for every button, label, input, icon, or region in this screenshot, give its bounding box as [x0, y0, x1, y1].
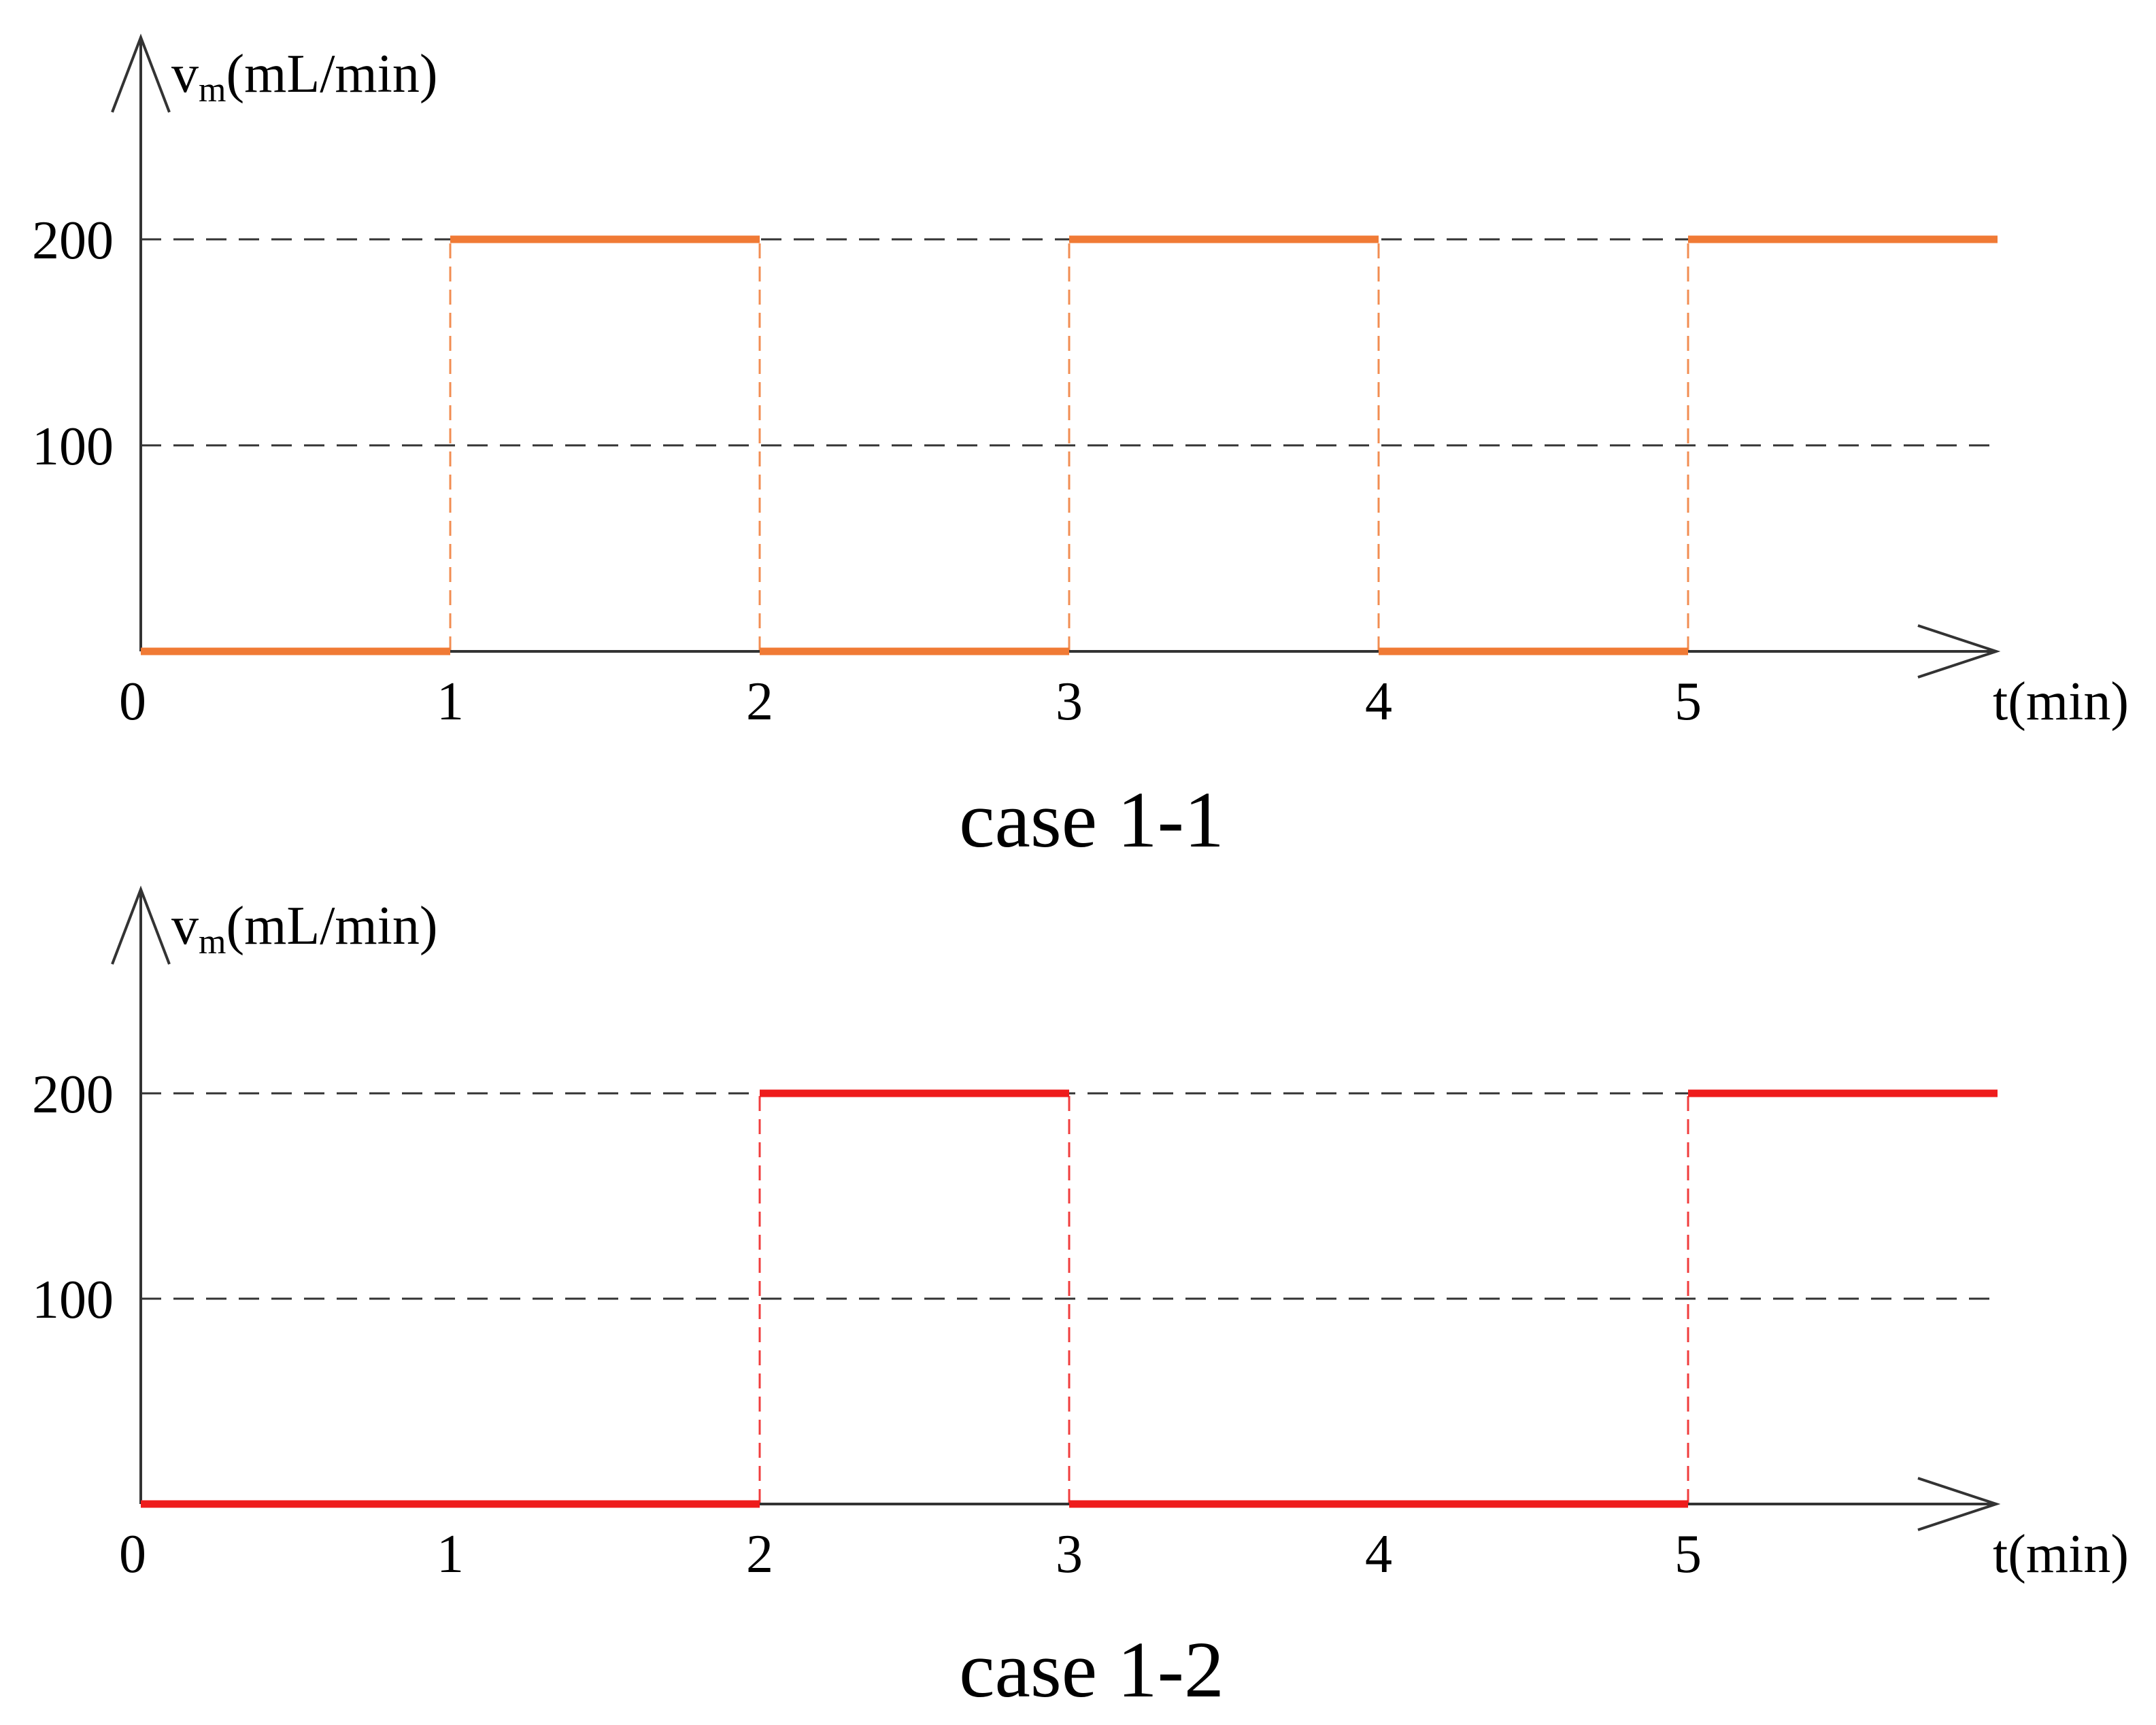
x-tick-label: 5 — [1674, 672, 1702, 732]
y-tick-label: 100 — [32, 417, 114, 477]
x-axis-arrow — [1917, 624, 2001, 679]
x-tick-label: 4 — [1365, 1524, 1392, 1584]
y-axis-label-unit: (mL/min) — [226, 44, 437, 104]
y-axis-label-unit: (mL/min) — [226, 896, 437, 956]
x-tick-label: 0 — [119, 1524, 146, 1584]
x-tick-label: 2 — [746, 672, 773, 732]
x-tick-label: 5 — [1674, 1524, 1702, 1584]
x-tick-label: 1 — [437, 672, 464, 732]
x-axis-label: t(min) — [1993, 672, 2129, 732]
y-tick-label: 100 — [32, 1270, 114, 1330]
y-axis-label: vm(mL/min) — [171, 44, 438, 109]
x-axis-arrow — [1917, 1477, 2001, 1531]
y-axis-label: vm(mL/min) — [171, 896, 438, 961]
x-tick-label: 3 — [1056, 1524, 1083, 1584]
x-tick-label: 4 — [1365, 672, 1392, 732]
y-axis-label-symbol: v — [171, 896, 199, 956]
y-axis-label-subscript: m — [199, 71, 226, 109]
chart-panel-2: 100 200 0 1 2 3 4 5 t(min) vm(mL/min) case 1-2 — [32, 885, 2129, 1714]
chart-caption: case 1-1 — [959, 775, 1224, 864]
x-tick-label: 2 — [746, 1524, 773, 1584]
y-axis-arrow — [111, 33, 171, 113]
y-axis-label-symbol: v — [171, 44, 199, 104]
y-tick-label: 200 — [32, 211, 114, 271]
x-tick-label: 1 — [437, 1524, 464, 1584]
y-axis-arrow — [111, 885, 171, 965]
x-axis-label: t(min) — [1993, 1524, 2129, 1584]
chart-panel-1: 100 200 0 1 2 3 4 5 t(min) vm(mL/min) case 1-1 — [32, 33, 2129, 864]
x-tick-label: 3 — [1056, 672, 1083, 732]
y-axis-label-subscript: m — [199, 923, 226, 961]
chart-caption: case 1-2 — [959, 1625, 1224, 1714]
x-tick-label: 0 — [119, 672, 146, 732]
y-tick-label: 200 — [32, 1065, 114, 1125]
